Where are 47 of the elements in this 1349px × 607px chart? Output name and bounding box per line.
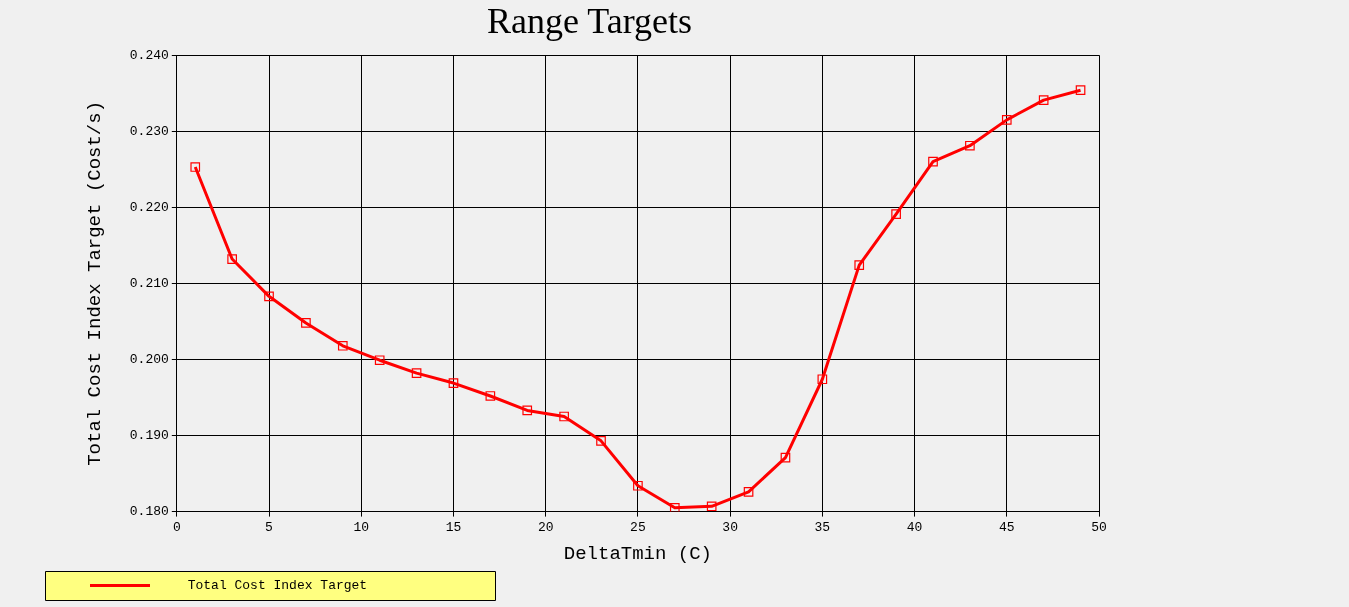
y-axis-title: Total Cost Index Target (Cost/s)	[84, 100, 107, 466]
point	[706, 501, 717, 512]
point	[411, 368, 422, 378]
point	[485, 391, 496, 401]
point	[190, 162, 201, 172]
point	[817, 374, 828, 385]
x-tick-label: 15	[445, 519, 462, 535]
point	[374, 355, 385, 366]
x-tick-label: 30	[722, 519, 738, 535]
y-tick-label: 0.210	[129, 275, 169, 291]
x-tick-label: 40	[906, 519, 923, 535]
text: Total Cost Index Target	[156, 577, 368, 593]
point	[743, 486, 754, 497]
point	[522, 405, 533, 416]
y-tick-label: 0.200	[129, 351, 169, 367]
x-tick-label: 5	[265, 519, 273, 535]
x-tick-label: 20	[537, 519, 554, 535]
x-tick-label: 0	[172, 519, 181, 535]
x-axis-title: DeltaTmin (C)	[563, 542, 713, 565]
point	[854, 260, 865, 270]
y-tick-label: 0.180	[129, 504, 169, 520]
y-tick-label: 0.190	[129, 427, 169, 443]
point	[596, 436, 606, 446]
x-tick-label: 35	[814, 519, 831, 535]
point	[1001, 115, 1012, 125]
point	[264, 291, 274, 302]
point	[301, 318, 311, 328]
point	[1075, 85, 1086, 96]
x-tick-label: 45	[998, 519, 1015, 535]
y-tick-label: 0.230	[129, 123, 169, 139]
y-tick-label: 0.220	[129, 199, 169, 215]
x-tick-label: 50	[1091, 519, 1107, 535]
x-tick-label: 25	[630, 519, 646, 535]
point	[928, 156, 938, 167]
chart-title: Range Targets	[486, 1, 693, 42]
point	[780, 452, 791, 463]
point	[337, 340, 348, 351]
point	[227, 254, 237, 264]
point	[559, 411, 569, 422]
point	[669, 502, 680, 512]
point	[633, 480, 643, 491]
y-tick-label: 0.240	[129, 47, 169, 63]
point	[448, 378, 459, 388]
point	[1038, 95, 1049, 105]
x-tick-label: 10	[353, 519, 370, 535]
point	[965, 140, 975, 151]
point	[891, 209, 901, 220]
